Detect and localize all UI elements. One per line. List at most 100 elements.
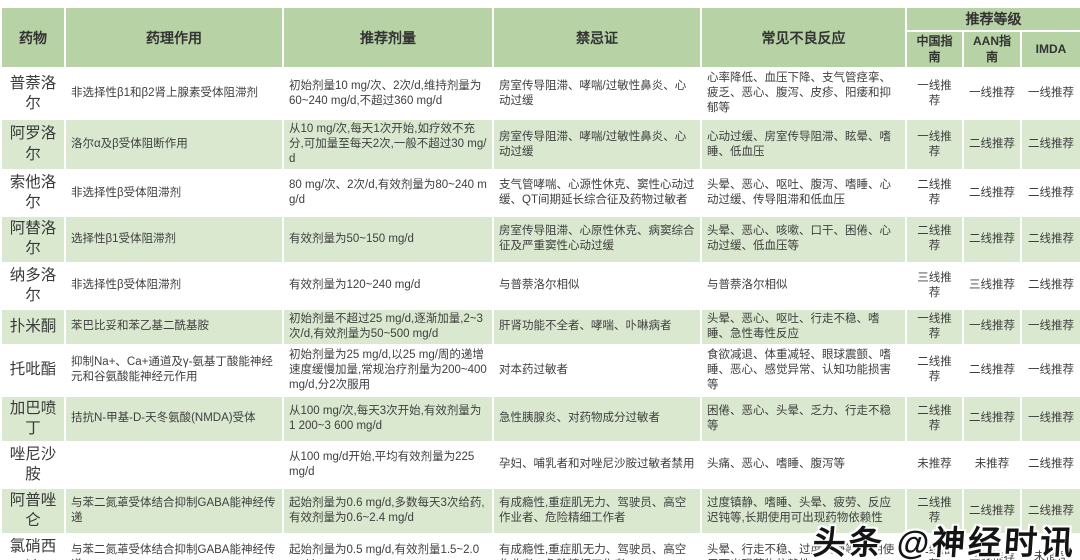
dose-cell: 初始剂量为25 mg/d,以25 mg/周的递增速度缓慢加量,常规治疗剂量为20… <box>282 343 494 397</box>
adverse-reactions-cell: 与普萘洛尔相似 <box>700 261 907 310</box>
dose-cell: 初始剂量不超过25 mg/d,逐渐加量,2~3次/d,有效剂量为50~500 m… <box>282 307 494 346</box>
drug-name-cell: 索他洛尔 <box>0 168 66 218</box>
grade-china-cell: 三线推荐 <box>905 261 964 310</box>
drug-name-cell: 扑米酮 <box>0 307 66 346</box>
drug-name-cell: 氯硝西泮 <box>0 533 66 560</box>
table-row: 唑尼沙胺 从100 mg/d开始,平均有效剂量为225 mg/d 孕妇、哺乳者和对唑… <box>0 440 1080 490</box>
grade-imda-cell: 未推荐 <box>1019 533 1080 560</box>
drug-table: 药物 药理作用 推荐剂量 禁忌证 常见不良反应 推荐等级 中国指南 AAN指南 … <box>0 5 1080 560</box>
pharmacology-cell <box>64 440 284 490</box>
adverse-reactions-cell: 头晕、恶心、呕吐、行走不稳、嗜睡、急性毒性反应 <box>700 307 907 346</box>
grade-china-cell: 二线推荐 <box>905 168 964 218</box>
dose-cell: 从100 mg/次,每天3次开始,有效剂量为1 200~3 600 mg/d <box>282 394 494 443</box>
table-row: 阿普唑仑 与苯二氮䓬受体结合抑制GABA能神经传递 起始剂量为0.6 mg/d,多数… <box>0 487 1080 536</box>
pharmacology-cell: 拮抗N-甲基-D-天冬氨酸(NMDA)受体 <box>64 394 284 443</box>
drug-table-body: 普萘洛尔 非选择性β1和β2肾上腺素受体阻滞剂 初始剂量10 mg/次、2次/d,维… <box>0 67 1080 560</box>
drug-name-cell: 托吡酯 <box>0 343 66 397</box>
dose-cell: 起始剂量为0.6 mg/d,多数每天3次给药,有效剂量为0.6~2.4 mg/d <box>282 487 494 536</box>
table-row: 氯硝西泮与苯二氮䓬受体结合抑制GABA能神经传递起始剂量为0.5 mg/d,有效… <box>0 533 1080 560</box>
pharmacology-cell: 抑制Na+、Ca+通道及γ-氨基丁酸能神经元和谷氨酸能神经元作用 <box>64 343 284 397</box>
dose-cell: 有效剂量为120~240 mg/d <box>282 261 494 310</box>
grade-china-cell: 二线推荐 <box>905 215 964 264</box>
header-pharmacology: 药理作用 <box>64 5 284 70</box>
header-grade-imda: IMDA <box>1019 30 1080 70</box>
table-row: 托吡酯 抑制Na+、Ca+通道及γ-氨基丁酸能神经元和谷氨酸能神经元作用 初始剂量为… <box>0 343 1080 397</box>
contraindications-cell: 房室传导阻滞、心原性休克、病窦综合征及严重窦性心动过缓 <box>492 215 702 264</box>
grade-aan-cell: 二线推荐 <box>962 118 1022 171</box>
drug-reference-page: 药物 药理作用 推荐剂量 禁忌证 常见不良反应 推荐等级 中国指南 AAN指南 … <box>0 5 1080 560</box>
adverse-reactions-cell: 头晕、恶心、呕吐、腹泻、嗜睡、心动过缓、传导阻滞和低血压 <box>700 168 907 218</box>
header-adverse-reactions: 常见不良反应 <box>700 5 907 70</box>
drug-name-cell: 普萘洛尔 <box>0 67 66 121</box>
grade-china-cell: 二线推荐 <box>905 343 964 397</box>
adverse-reactions-cell: 头晕、行走不稳、过度镇静等,长期使用可出现药物依赖性 <box>700 533 907 560</box>
table-row: 阿罗洛尔 洛尔α及β受体阻断作用 从10 mg/次,每天1次开始,如疗效不充分,可加… <box>0 118 1080 171</box>
header-grade-china: 中国指南 <box>905 30 964 70</box>
dose-cell: 从100 mg/d开始,平均有效剂量为225 mg/d <box>282 440 494 490</box>
adverse-reactions-cell: 过度镇静、嗜睡、头晕、疲劳、反应迟钝等,长期使用可出现药物依赖性 <box>700 487 907 536</box>
adverse-reactions-cell: 食欲减退、体重减轻、眼球震颤、嗜睡、恶心、感觉异常、认知功能损害等 <box>700 343 907 397</box>
dose-cell: 80 mg/次、2次/d,有效剂量为80~240 mg/d <box>282 168 494 218</box>
dose-cell: 起始剂量为0.5 mg/d,有效剂量1.5~2.0 mg/d <box>282 533 494 560</box>
drug-name-cell: 阿普唑仑 <box>0 487 66 536</box>
grade-aan-cell: 二线推荐 <box>962 343 1022 397</box>
adverse-reactions-cell: 头晕、恶心、咳嗽、口干、困倦、心动过缓、低血压等 <box>700 215 907 264</box>
pharmacology-cell: 选择性β1受体阻滞剂 <box>64 215 284 264</box>
grade-china-cell: 二线推荐 <box>905 533 964 560</box>
contraindications-cell: 肝肾功能不全者、哮喘、卟啉病者 <box>492 307 702 346</box>
grade-china-cell: 二线推荐 <box>905 394 964 443</box>
grade-imda-cell: 二线推荐 <box>1019 168 1080 218</box>
grade-aan-cell: 二线推荐 <box>962 487 1022 536</box>
grade-aan-cell: 一线推荐 <box>962 67 1022 121</box>
adverse-reactions-cell: 困倦、恶心、头晕、乏力、行走不稳等 <box>700 394 907 443</box>
contraindications-cell: 孕妇、哺乳者和对唑尼沙胺过敏者禁用 <box>492 440 702 490</box>
contraindications-cell: 与普萘洛尔相似 <box>492 261 702 310</box>
contraindications-cell: 房室传导阻滞、哮喘/过敏性鼻炎、心动过缓 <box>492 67 702 121</box>
pharmacology-cell: 非选择性β受体阻滞剂 <box>64 261 284 310</box>
grade-china-cell: 一线推荐 <box>905 118 964 171</box>
grade-imda-cell: 一线推荐 <box>1019 67 1080 121</box>
header-contraindications: 禁忌证 <box>492 5 702 70</box>
header-drug: 药物 <box>0 5 66 70</box>
header-grade-group: 推荐等级 <box>904 5 1080 33</box>
pharmacology-cell: 与苯二氮䓬受体结合抑制GABA能神经传递 <box>64 533 284 560</box>
table-row: 普萘洛尔 非选择性β1和β2肾上腺素受体阻滞剂 初始剂量10 mg/次、2次/d,维… <box>0 67 1080 121</box>
table-header: 药物 药理作用 推荐剂量 禁忌证 常见不良反应 推荐等级 中国指南 AAN指南 … <box>0 5 1080 70</box>
table-row: 加巴喷丁 拮抗N-甲基-D-天冬氨酸(NMDA)受体 从100 mg/次,每天3次开… <box>0 394 1080 443</box>
drug-name-cell: 阿罗洛尔 <box>0 118 66 171</box>
dose-cell: 初始剂量10 mg/次、2次/d,维持剂量为60~240 mg/d,不超过360… <box>282 67 494 121</box>
header-grade-aan: AAN指南 <box>962 30 1022 70</box>
drug-name-cell: 唑尼沙胺 <box>0 440 66 490</box>
grade-china-cell: 一线推荐 <box>905 67 964 121</box>
grade-china-cell: 一线推荐 <box>905 307 964 346</box>
contraindications-cell: 房室传导阻滞、哮喘/过敏性鼻炎、心动过缓 <box>492 118 702 171</box>
contraindications-cell: 有成瘾性,重症肌无力、驾驶员、高空作业者、危险精细工作者 <box>492 487 702 536</box>
grade-china-cell: 未推荐 <box>905 440 964 490</box>
drug-name-cell: 阿替洛尔 <box>0 215 66 264</box>
grade-aan-cell: 未推荐 <box>962 440 1022 490</box>
grade-aan-cell: 二线推荐 <box>962 215 1022 264</box>
grade-aan-cell: 三线推荐 <box>962 261 1022 310</box>
table-row: 索他洛尔 非选择性β受体阻滞剂 80 mg/次、2次/d,有效剂量为80~240 m… <box>0 168 1080 218</box>
contraindications-cell: 支气管哮喘、心源性休克、窦性心动过缓、QT间期延长综合征及药物过敏者 <box>492 168 702 218</box>
pharmacology-cell: 非选择性β受体阻滞剂 <box>64 168 284 218</box>
grade-imda-cell: 一线推荐 <box>1019 394 1080 443</box>
contraindications-cell: 急性胰腺炎、对药物成分过敏者 <box>492 394 702 443</box>
adverse-reactions-cell: 头痛、恶心、嗜睡、腹泻等 <box>700 440 907 490</box>
grade-imda-cell: 一线推荐 <box>1019 307 1080 346</box>
dose-cell: 有效剂量为50~150 mg/d <box>282 215 494 264</box>
grade-china-cell: 二线推荐 <box>905 487 964 536</box>
grade-imda-cell: 一线推荐 <box>1019 343 1080 397</box>
grade-aan-cell: 二线推荐 <box>962 168 1022 218</box>
pharmacology-cell: 苯巴比妥和苯乙基二酰基胺 <box>64 307 284 346</box>
pharmacology-cell: 洛尔α及β受体阻断作用 <box>64 118 284 171</box>
contraindications-cell: 有成瘾性,重症肌无力、驾驶员、高空作业者、危险精细工作者 <box>492 533 702 560</box>
grade-imda-cell: 二线推荐 <box>1019 215 1080 264</box>
drug-name-cell: 加巴喷丁 <box>0 394 66 443</box>
adverse-reactions-cell: 心率降低、血压下降、支气管痉挛、疲乏、恶心、腹泻、皮疹、阳痿和抑郁等 <box>700 67 907 121</box>
grade-aan-cell: 一线推荐 <box>962 307 1022 346</box>
grade-imda-cell: 二线推荐 <box>1019 487 1080 536</box>
grade-aan-cell: 三线推荐 <box>962 533 1022 560</box>
grade-imda-cell: 二线推荐 <box>1019 440 1080 490</box>
grade-aan-cell: 二线推荐 <box>962 394 1022 443</box>
